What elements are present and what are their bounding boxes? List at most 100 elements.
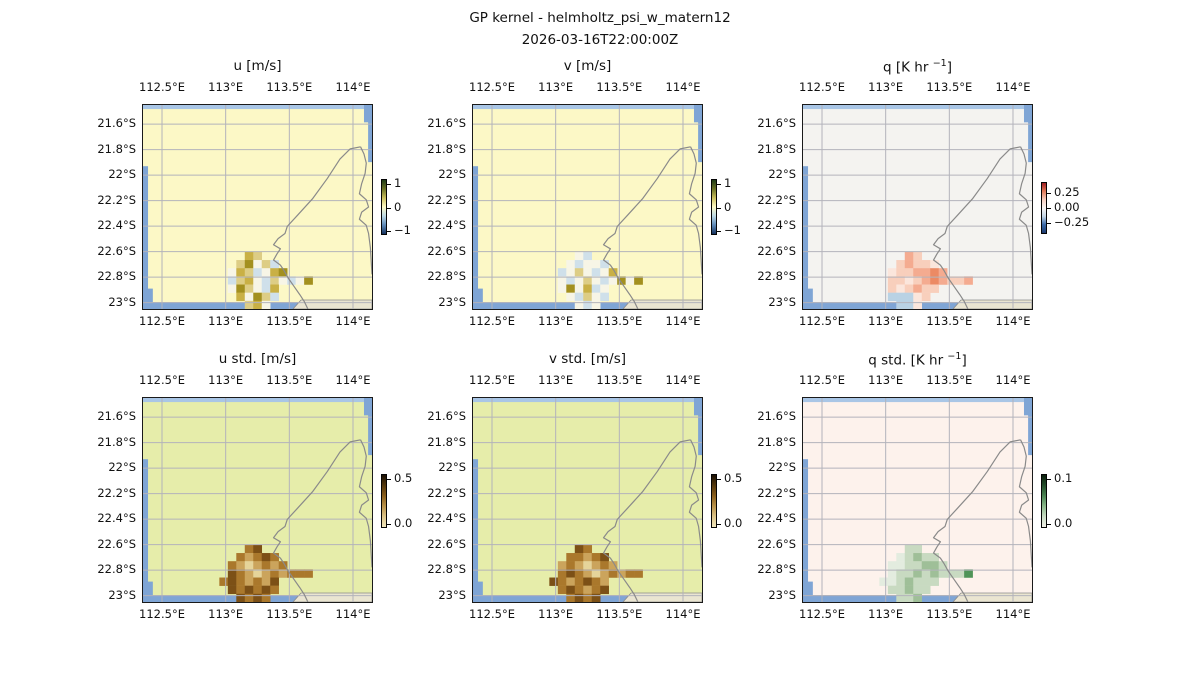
coastline-west — [934, 440, 1021, 602]
data-cell — [227, 577, 237, 586]
ocean-edge — [363, 398, 372, 416]
y-tick-label: 23°S — [438, 587, 466, 602]
data-cell — [236, 569, 246, 578]
data-cell — [913, 251, 923, 261]
data-cell — [261, 577, 271, 586]
x-tick-label: 113°E — [868, 314, 904, 328]
data-cell — [574, 268, 584, 277]
coastline-west — [604, 440, 691, 602]
y-tick-label: 21.6°S — [97, 116, 136, 131]
data-cell — [904, 292, 914, 302]
data-cell — [591, 561, 601, 570]
data-cell — [904, 300, 914, 309]
data-cell — [253, 593, 263, 602]
data-cell — [566, 260, 576, 269]
ocean-edge — [143, 595, 306, 602]
data-cell — [574, 553, 584, 562]
data-cell — [896, 292, 906, 302]
data-cell — [583, 544, 593, 554]
data-cell — [904, 553, 914, 562]
panel-title-q_std: q std. [K hr −1] — [763, 351, 1072, 371]
colorbar-tick-label: 0 — [394, 200, 402, 215]
ocean-edge — [803, 595, 966, 602]
ocean-edge — [368, 402, 372, 456]
data-cell — [913, 577, 923, 586]
data-cell — [244, 292, 254, 302]
data-cell — [261, 260, 271, 269]
data-cell — [947, 569, 956, 578]
ocean-edge — [143, 166, 149, 309]
data-cell — [600, 577, 609, 586]
ocean-edge — [803, 288, 813, 309]
y-tick-label: 21.6°S — [97, 409, 136, 424]
colorbar-u_std: 0.5 0.0 — [381, 471, 412, 530]
data-cell — [574, 544, 584, 554]
panel-title-q: q [K hr −1] — [763, 58, 1072, 78]
x-tick-label: 114°E — [995, 373, 1031, 387]
data-cell — [244, 569, 254, 578]
y-tick-label: 22°S — [108, 460, 136, 475]
data-cell — [583, 284, 593, 293]
data-cell — [913, 593, 923, 602]
panel-title-u: u [m/s] — [103, 58, 412, 78]
data-cell — [261, 276, 271, 285]
map-canvas-q — [803, 105, 1032, 309]
map-canvas-v_std — [473, 398, 702, 602]
data-cell — [253, 561, 263, 570]
data-cell — [295, 569, 305, 578]
x-tick-label: 113°E — [868, 80, 904, 94]
x-tick-label: 112.5°E — [469, 314, 515, 328]
y-tick-label: 22°S — [438, 460, 466, 475]
data-cell — [270, 553, 279, 562]
x-tick-label: 114°E — [995, 607, 1031, 621]
x-tick-label: 112.5°E — [139, 80, 185, 94]
colorbar-tick — [1047, 479, 1051, 481]
ocean-edge — [803, 398, 1032, 403]
data-cell — [887, 268, 897, 277]
data-cell — [600, 284, 609, 293]
y-tick-label: 21.8°S — [97, 434, 136, 449]
data-cell — [964, 569, 973, 578]
ocean-edge — [698, 402, 702, 456]
data-cell — [600, 561, 609, 570]
data-cell — [270, 268, 279, 277]
data-cell — [253, 268, 263, 277]
y-tick-label: 21.6°S — [427, 409, 466, 424]
data-cell — [591, 593, 601, 602]
y-tick-label: 21.6°S — [757, 409, 796, 424]
x-tick-label: 113.5°E — [596, 373, 643, 387]
data-cell — [904, 284, 914, 293]
data-cell — [270, 577, 279, 586]
x-tick-label: 113°E — [208, 80, 244, 94]
x-tick-label: 112.5°E — [799, 607, 845, 621]
data-cell — [566, 593, 576, 602]
data-cell — [913, 268, 923, 277]
data-cell — [270, 292, 279, 302]
y-tick-label: 22°S — [108, 167, 136, 182]
y-tick-label: 22.8°S — [757, 269, 796, 284]
data-cell — [879, 577, 889, 586]
ocean-edge — [143, 302, 306, 309]
y-tick-label: 22.6°S — [757, 243, 796, 258]
data-cell — [921, 260, 931, 269]
data-cell — [930, 561, 939, 570]
land-corner — [953, 300, 1032, 309]
data-cell — [261, 268, 271, 277]
data-cell — [591, 260, 601, 269]
x-tick-label: 114°E — [995, 314, 1031, 328]
x-tick-label: 113.5°E — [926, 80, 973, 94]
coastline-east — [689, 147, 702, 275]
data-cell — [236, 561, 246, 570]
data-cell — [913, 544, 923, 554]
data-cell — [236, 260, 246, 269]
y-tick-label: 22.4°S — [757, 511, 796, 526]
data-cell — [566, 292, 576, 302]
land-corner — [293, 300, 372, 309]
data-cell — [896, 577, 906, 586]
ocean-edge — [143, 398, 372, 403]
x-tick-label: 114°E — [335, 373, 371, 387]
colorbar-tick — [717, 479, 721, 481]
y-tick-label: 22.6°S — [757, 536, 796, 551]
x-tick-label: 113°E — [868, 373, 904, 387]
coastline-west — [274, 440, 361, 602]
